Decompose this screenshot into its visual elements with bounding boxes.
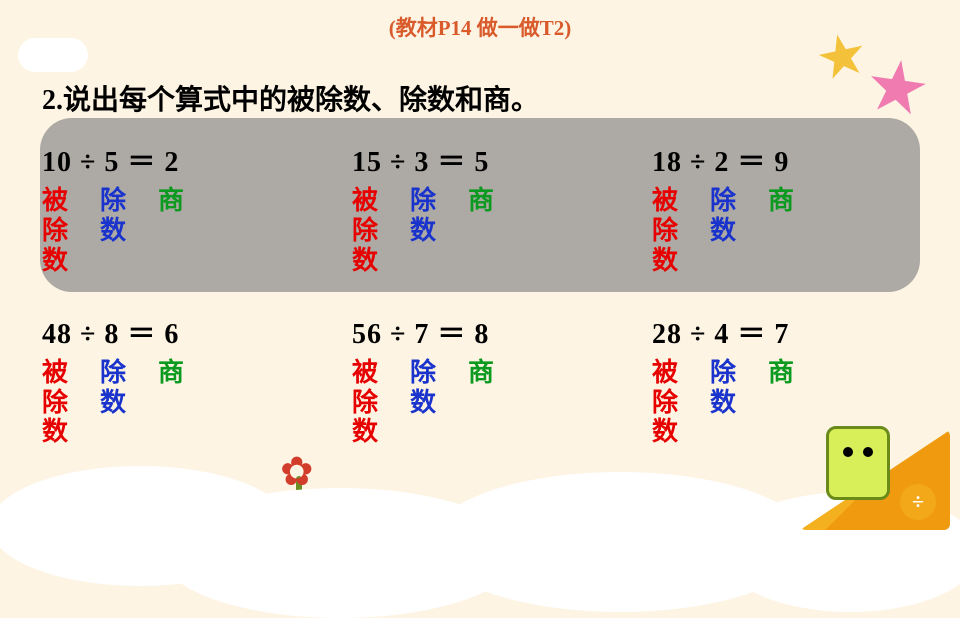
quotient-label: 商 xyxy=(468,358,508,448)
divisor-label: 除数 xyxy=(100,186,158,276)
equation-cell: 10 ÷ 5 ＝ 2 被除数 除数 商 xyxy=(42,140,352,276)
equation-cell: 15 ÷ 3 ＝ 5 被除数 除数 商 xyxy=(352,140,652,276)
divide-badge-icon: ÷ xyxy=(900,484,936,520)
term-labels: 被除数 除数 商 xyxy=(352,186,652,276)
term-labels: 被除数 除数 商 xyxy=(42,186,352,276)
quotient-label: 商 xyxy=(468,186,508,276)
divisor-label: 除数 xyxy=(710,358,768,448)
term-labels: 被除数 除数 商 xyxy=(352,358,652,448)
equation-cell: 28 ÷ 4 ＝ 7 被除数 除数 商 xyxy=(652,312,932,448)
equation-cell: 48 ÷ 8 ＝ 6 被除数 除数 商 xyxy=(42,312,352,448)
cloud-decoration xyxy=(18,38,88,72)
divisor-label: 除数 xyxy=(100,358,158,448)
quotient-label: 商 xyxy=(158,358,198,448)
quotient-label: 商 xyxy=(768,358,808,448)
dividend-label: 被除数 xyxy=(652,358,710,448)
flower-icon: ✿ xyxy=(280,448,314,495)
dividend-label: 被除数 xyxy=(352,186,410,276)
equation-text: 15 ÷ 3 ＝ 5 xyxy=(352,140,652,180)
dividend-label: 被除数 xyxy=(42,186,100,276)
quotient-label: 商 xyxy=(768,186,808,276)
term-labels: 被除数 除数 商 xyxy=(652,358,932,448)
equation-grid: 10 ÷ 5 ＝ 2 被除数 除数 商 15 ÷ 3 ＝ 5 被除数 除数 商 … xyxy=(42,140,932,483)
dividend-label: 被除数 xyxy=(42,358,100,448)
dividend-label: 被除数 xyxy=(652,186,710,276)
divisor-label: 除数 xyxy=(410,358,468,448)
quotient-label: 商 xyxy=(158,186,198,276)
page-reference: (教材P14 做一做T2) xyxy=(0,12,960,42)
equation-text: 10 ÷ 5 ＝ 2 xyxy=(42,140,352,180)
dividend-label: 被除数 xyxy=(352,358,410,448)
equation-text: 48 ÷ 8 ＝ 6 xyxy=(42,312,352,352)
star-pink-icon: ★ xyxy=(861,48,935,128)
book-mascot-icon xyxy=(826,426,890,500)
divisor-label: 除数 xyxy=(710,186,768,276)
equation-text: 28 ÷ 4 ＝ 7 xyxy=(652,312,932,352)
equation-row: 48 ÷ 8 ＝ 6 被除数 除数 商 56 ÷ 7 ＝ 8 被除数 除数 商 … xyxy=(42,312,932,448)
equation-text: 56 ÷ 7 ＝ 8 xyxy=(352,312,652,352)
term-labels: 被除数 除数 商 xyxy=(42,358,352,448)
divisor-label: 除数 xyxy=(410,186,468,276)
term-labels: 被除数 除数 商 xyxy=(652,186,932,276)
equation-text: 18 ÷ 2 ＝ 9 xyxy=(652,140,932,180)
equation-cell: 18 ÷ 2 ＝ 9 被除数 除数 商 xyxy=(652,140,932,276)
equation-row: 10 ÷ 5 ＝ 2 被除数 除数 商 15 ÷ 3 ＝ 5 被除数 除数 商 … xyxy=(42,140,932,276)
question-text: 2.说出每个算式中的被除数、除数和商。 xyxy=(42,78,539,118)
equation-cell: 56 ÷ 7 ＝ 8 被除数 除数 商 xyxy=(352,312,652,448)
